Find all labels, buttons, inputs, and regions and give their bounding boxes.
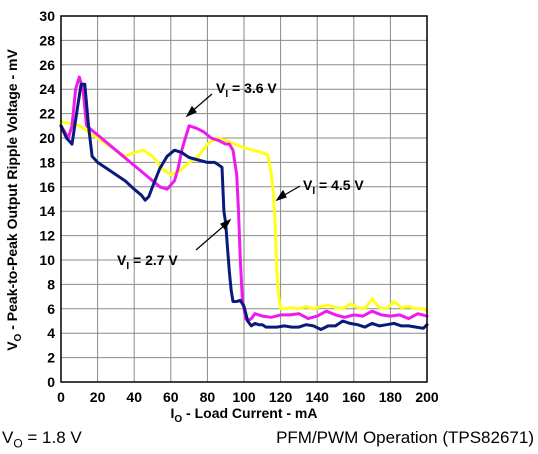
- series-line-vi-4-5: [59, 120, 429, 313]
- x-tick-label: 180: [379, 389, 403, 405]
- grid: [60, 15, 428, 383]
- x-tick-labels: 0 20 40 60 80 100 120 140 160 180 200: [57, 389, 439, 405]
- y-tick-label: 12: [39, 228, 55, 244]
- annotation-vi-3-6: VI = 3.6 V: [216, 80, 277, 100]
- series-line-vi-3-6: [59, 75, 429, 323]
- x-tick-label: 0: [57, 389, 65, 405]
- x-tick-label: 160: [342, 389, 366, 405]
- annotation-arrows: [185, 93, 301, 251]
- plot-frame: [60, 15, 428, 383]
- y-tick-label: 2: [47, 350, 55, 366]
- x-tick-label: 140: [306, 389, 330, 405]
- series-line-vi-2-7: [59, 82, 429, 331]
- y-tick-label: 26: [39, 57, 55, 73]
- x-tick-label: 100: [232, 389, 256, 405]
- arrowhead-4-5v: [275, 189, 287, 202]
- footer-output-voltage: VO = 1.8 V: [2, 428, 82, 451]
- annotation-vi-4-5: VI = 4.5 V: [303, 177, 364, 197]
- y-tick-label: 8: [47, 276, 55, 292]
- y-axis-title: VO - Peak-to-Peak Output Ripple Voltage …: [4, 49, 24, 351]
- x-axis-title: IO - Load Current - mA: [170, 405, 317, 425]
- y-tick-label: 22: [39, 106, 55, 122]
- x-tick-label: 80: [200, 389, 216, 405]
- arrowhead-2-7v: [220, 218, 232, 231]
- y-tick-label: 28: [39, 32, 55, 48]
- y-tick-label: 18: [39, 154, 55, 170]
- x-tick-label: 60: [163, 389, 179, 405]
- arrowhead-3-6v: [185, 105, 197, 118]
- x-tick-label: 120: [269, 389, 293, 405]
- x-tick-label: 200: [415, 389, 439, 405]
- x-tick-label: 40: [126, 389, 142, 405]
- series-lines: [59, 75, 429, 331]
- y-tick-label: 0: [47, 374, 55, 390]
- y-tick-label: 30: [39, 8, 55, 24]
- y-tick-label: 10: [39, 252, 55, 268]
- footer-operation-mode: PFM/PWM Operation (TPS82671): [276, 428, 534, 447]
- y-tick-label: 4: [47, 325, 55, 341]
- x-tick-label: 20: [90, 389, 106, 405]
- y-tick-label: 14: [39, 203, 55, 219]
- arrow-2-7v: [195, 223, 227, 251]
- y-tick-label: 20: [39, 130, 55, 146]
- annotation-vi-2-7: VI = 2.7 V: [117, 252, 178, 272]
- y-tick-label: 16: [39, 179, 55, 195]
- y-tick-label: 6: [47, 301, 55, 317]
- y-tick-label: 24: [39, 81, 55, 97]
